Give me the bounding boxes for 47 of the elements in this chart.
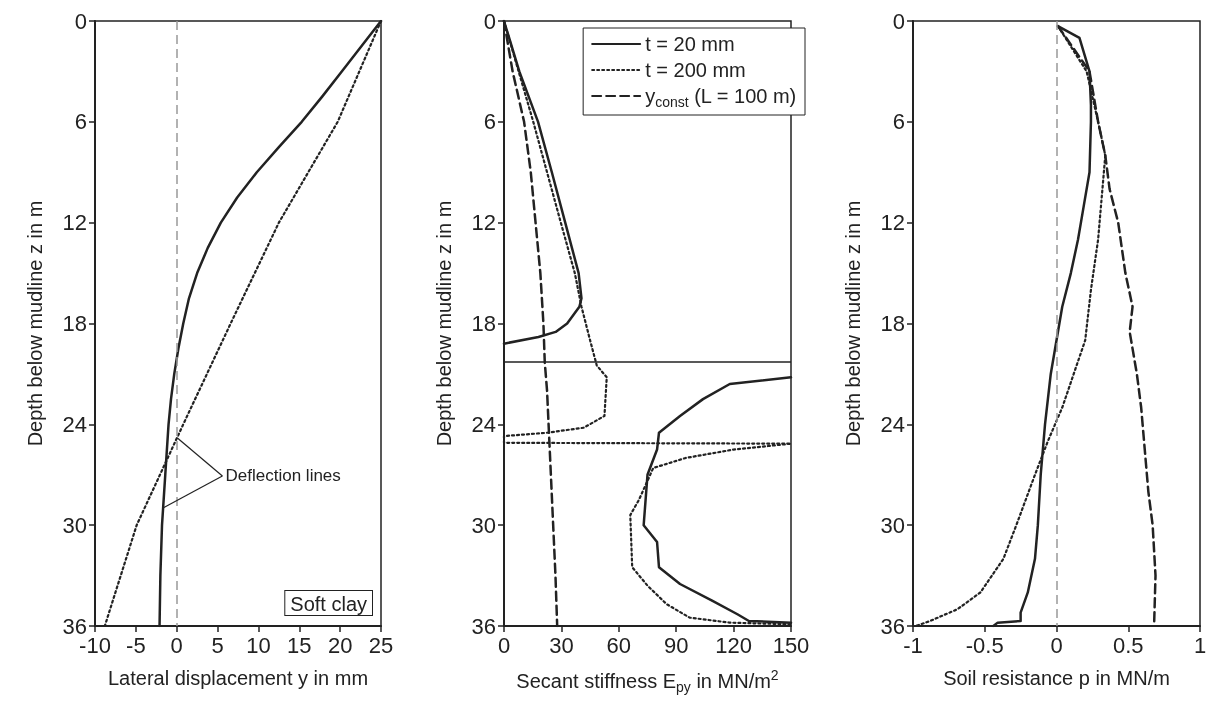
y-tick-label: 12 (880, 210, 905, 236)
y-tick-label: 12 (62, 210, 87, 236)
x-tick-label: 5 (211, 632, 224, 658)
x-tick-label: 0 (170, 632, 183, 658)
y-axis-title: Depth below mudline z in m (433, 200, 455, 447)
y-tick-label: 6 (892, 109, 905, 135)
x-tick-label: 120 (715, 632, 752, 658)
annotation: Soft clay (290, 593, 367, 615)
y-tick-label: 12 (471, 210, 496, 236)
y-tick-label: 36 (880, 613, 905, 639)
y-tick-label: 30 (880, 512, 905, 538)
annotation: Deflection lines (225, 466, 341, 486)
y-tick-label: 24 (880, 411, 905, 437)
x-tick-label: -0.5 (965, 632, 1004, 658)
y-tick-label: 18 (471, 311, 496, 336)
x-tick-label: -5 (126, 632, 146, 658)
y-tick-label: 18 (62, 311, 87, 336)
y-tick-label: 24 (62, 411, 87, 437)
y-axis-title: Depth below mudline z in m (842, 200, 864, 447)
y-tick-label: 24 (471, 411, 496, 437)
x-tick-label: 20 (327, 632, 353, 658)
x-tick-label: 25 (368, 632, 394, 658)
y-tick-label: 30 (62, 512, 87, 538)
y-tick-label: 36 (62, 613, 87, 639)
y-axis-title: Depth below mudline z in m (24, 200, 46, 447)
x-tick-label: 0 (1050, 632, 1063, 658)
y-tick-label: 36 (471, 613, 496, 639)
x-tick-label: 150 (772, 632, 810, 658)
x-tick-label: 0.5 (1112, 632, 1144, 658)
y-tick-label: 0 (483, 8, 496, 34)
x-tick-label: 30 (549, 632, 574, 658)
x-tick-label: 10 (246, 632, 271, 658)
y-tick-label: 0 (74, 8, 87, 34)
x-tick-label: 15 (287, 632, 312, 658)
legend-label: t = 200 mm (645, 59, 746, 81)
x-tick-label: -1 (903, 632, 923, 658)
legend-label: t = 20 mm (645, 33, 735, 55)
x-axis-title: Soil resistance p in MN/m (943, 667, 1170, 689)
x-axis-title: Lateral displacement y in mm (107, 667, 369, 689)
x-tick-label: 1 (1193, 632, 1207, 658)
y-tick-label: 6 (74, 109, 87, 135)
y-tick-label: 6 (483, 109, 496, 135)
y-tick-label: 18 (880, 311, 905, 336)
y-tick-label: 0 (892, 8, 905, 34)
y-tick-label: 30 (471, 512, 496, 538)
x-tick-label: 90 (663, 632, 689, 658)
x-tick-label: 60 (606, 632, 632, 658)
